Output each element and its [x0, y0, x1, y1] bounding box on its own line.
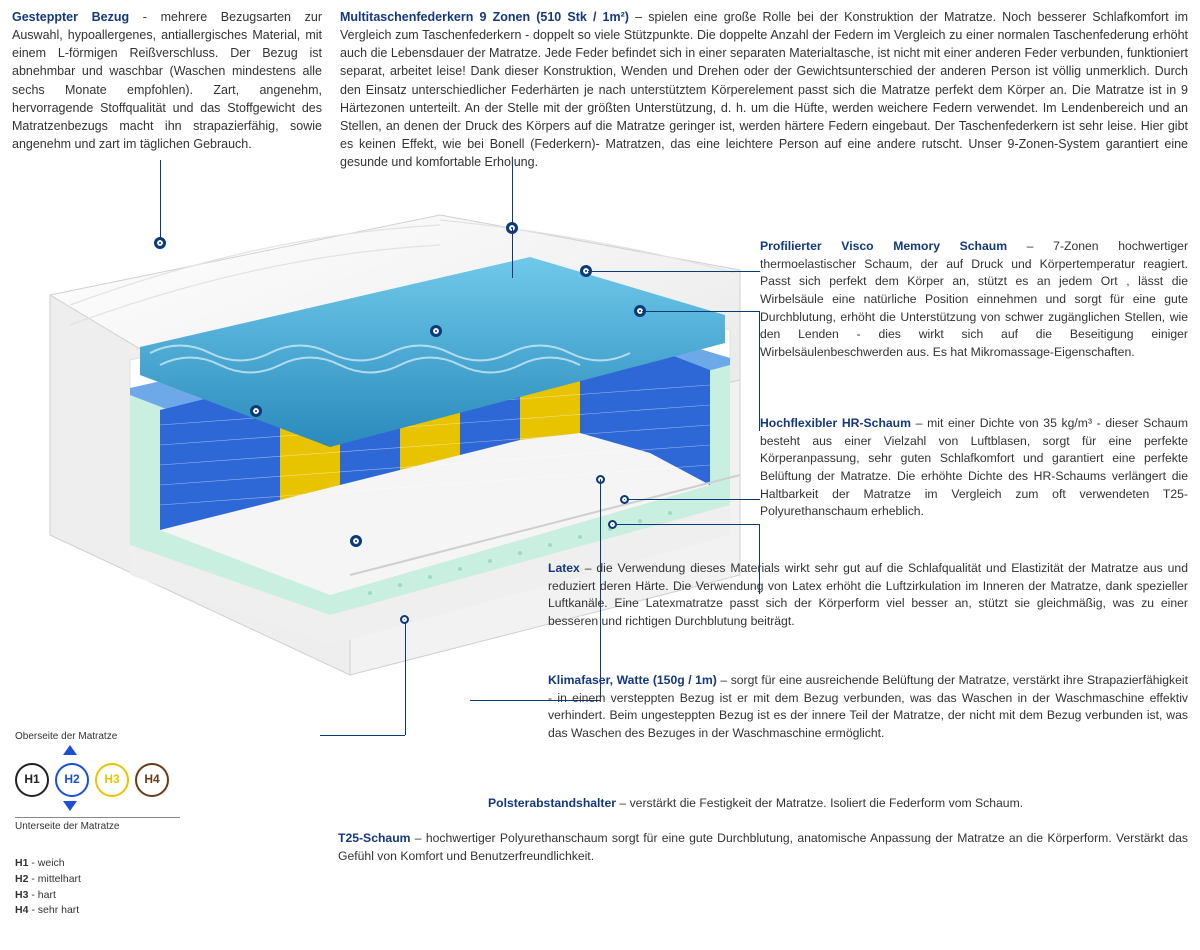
title-klima: Klimafaser, Watte (150g / 1m) — [548, 673, 717, 687]
text-hr: mit einer Dichte von 35 kg/m³ - dieser S… — [760, 416, 1188, 518]
arrow-up-icon — [63, 745, 77, 755]
title-hr: Hochflexibler HR-Schaum — [760, 416, 911, 430]
section-hr: Hochflexibler HR-Schaum – mit einer Dich… — [760, 415, 1188, 521]
legend-circles: H1H2H3H4 — [15, 763, 180, 797]
leader-visco — [588, 271, 760, 272]
title-t25: T25-Schaum — [338, 831, 410, 845]
legend-top-label: Oberseite der Matratze — [15, 730, 180, 745]
title-cover: Gesteppter Bezug — [12, 10, 129, 24]
section-cover: Gesteppter Bezug - mehrere Bezugsarten z… — [12, 8, 322, 171]
title-visco: Profilierter Visco Memory Schaum — [760, 239, 1007, 253]
hardness-legend: Oberseite der Matratze H1H2H3H4 Untersei… — [15, 730, 180, 919]
leader-springs — [512, 160, 513, 225]
sep: – — [629, 10, 648, 24]
title-polster: Polsterabstandshalter — [488, 796, 616, 810]
text-cover: mehrere Bezugsarten zur Auswahl, hypoall… — [12, 10, 322, 151]
section-polster: Polsterabstandshalter – verstärkt die Fe… — [488, 795, 1188, 813]
section-t25: T25-Schaum – hochwertiger Polyurethansch… — [338, 830, 1188, 865]
legend-row-h2: H2 - mittelhart — [15, 872, 180, 888]
legend-list: H1 - weichH2 - mittelhartH3 - hartH4 - s… — [15, 856, 180, 919]
text-latex: die Verwendung dieses Materials wirkt se… — [548, 561, 1188, 628]
legend-circle-h3: H3 — [95, 763, 129, 797]
legend-bottom-label: Unterseite der Matratze — [15, 820, 180, 835]
legend-circle-h1: H1 — [15, 763, 49, 797]
title-springs: Multitaschenfederkern 9 Zonen (510 Stk /… — [340, 10, 629, 24]
text-springs: spielen eine große Rolle bei der Konstru… — [340, 10, 1188, 169]
legend-circle-h4: H4 — [135, 763, 169, 797]
section-visco: Profilierter Visco Memory Schaum – 7-Zon… — [760, 238, 1188, 362]
leader-cover — [160, 160, 161, 240]
section-latex: Latex – die Verwendung dieses Materials … — [548, 560, 1188, 631]
text-visco: 7-Zonen hochwertiger thermoelastischer S… — [760, 239, 1188, 359]
legend-row-h1: H1 - weich — [15, 856, 180, 872]
section-klima: Klimafaser, Watte (150g / 1m) – sorgt fü… — [548, 672, 1188, 743]
text-t25: hochwertiger Polyurethanschaum sorgt für… — [338, 831, 1188, 863]
sep: - — [129, 10, 160, 24]
arrow-down-icon — [63, 801, 77, 811]
legend-row-h3: H3 - hart — [15, 888, 180, 904]
title-latex: Latex — [548, 561, 580, 575]
legend-circle-h2: H2 — [55, 763, 89, 797]
text-polster: verstärkt die Festigkeit der Matratze. I… — [630, 796, 1024, 810]
section-springs: Multitaschenfederkern 9 Zonen (510 Stk /… — [340, 8, 1188, 171]
legend-row-h4: H4 - sehr hart — [15, 903, 180, 919]
